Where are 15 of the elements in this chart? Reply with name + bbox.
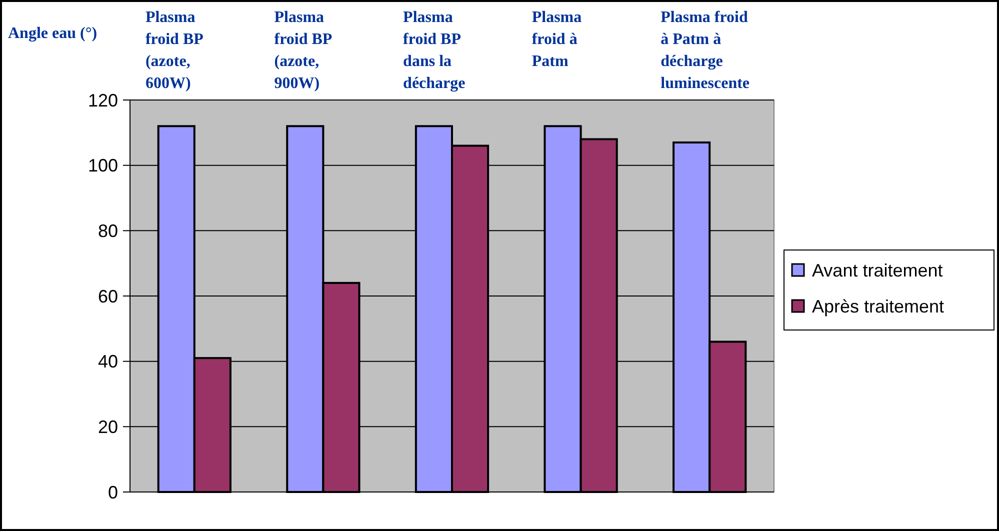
legend-label: Avant traitement <box>812 260 943 280</box>
y-tick-label: 40 <box>98 352 118 372</box>
y-tick-label: 120 <box>88 90 118 110</box>
y-tick-label: 20 <box>98 416 118 437</box>
y-tick-label: 0 <box>108 482 118 502</box>
x-tick-label: Plasma froid BP (azote, 600W) <box>145 9 204 92</box>
x-tick-label: Plasma froid BP dans la décharge <box>403 9 466 92</box>
y-axis-title: Angle eau (°) <box>8 25 98 42</box>
y-tick-label: 80 <box>98 220 118 241</box>
y-tick-label: 100 <box>88 156 118 176</box>
legend-label: Après traitement <box>812 296 944 316</box>
x-tick-label: Plasma froid à Patm <box>532 9 582 70</box>
x-tick-label: Plasma froid BP (azote, 900W) <box>274 9 332 92</box>
y-tick-label: 60 <box>98 286 118 306</box>
x-tick-label: Plasma froid à Patm à décharge luminescente <box>660 9 750 92</box>
